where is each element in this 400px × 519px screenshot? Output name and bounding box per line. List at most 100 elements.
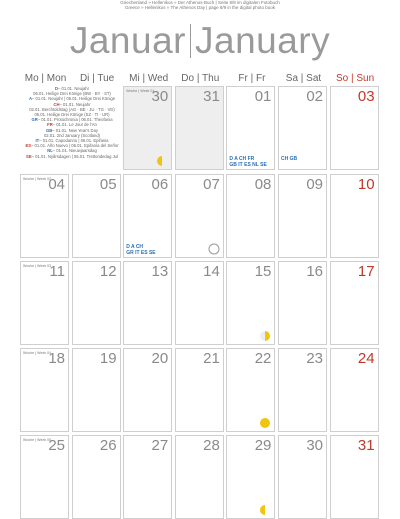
- holiday-text: – 01.01. New Year's Day: [52, 127, 98, 133]
- day-cell: 27: [123, 435, 173, 519]
- holiday-line: IT– 01.01. Capodanno | 06.01. Epifania: [22, 138, 122, 143]
- day-cell: 22: [226, 348, 276, 432]
- weekday: Sa | Sat: [285, 73, 322, 84]
- day-number: 13: [151, 263, 169, 280]
- holiday-code-line: D A CH: [126, 244, 144, 250]
- day-cell: 14: [174, 261, 224, 345]
- holiday-text: 02.01. Berchtoldstag (AG · BE · JU · TG …: [29, 106, 115, 112]
- week-label: Woche | Week 03: [23, 264, 52, 268]
- day-cell: 31: [329, 435, 379, 519]
- holiday-text: 02.01. 2nd January (Scotland): [43, 132, 101, 138]
- day-number: 04: [48, 176, 65, 193]
- weekday: Do | Thu: [181, 73, 220, 84]
- weekday: So | Sun: [336, 73, 375, 84]
- day-cell: 19: [71, 348, 121, 432]
- day-number: 07: [203, 176, 220, 193]
- day-number: 24: [357, 350, 375, 367]
- week-label: Woche | Week 01: [126, 89, 155, 93]
- day-cell: 01 D A CH FR GB IT ES NL SE: [226, 86, 276, 170]
- day-number: 23: [306, 350, 323, 367]
- holiday-line: GB– 01.01. New Year's Day: [22, 128, 122, 133]
- day-cell: 30: [278, 435, 327, 519]
- day-number: 16: [306, 263, 323, 280]
- day-cell: Woche | Week 03 11: [20, 261, 69, 345]
- holiday-country: D: [55, 86, 59, 91]
- day-number: 21: [203, 350, 220, 367]
- holiday-code-line: GR IT ES SE: [126, 249, 156, 256]
- holiday-text: – 01.01. Nieuwjaarsdag: [52, 148, 97, 154]
- day-number: 12: [99, 263, 117, 280]
- holiday-country: SE: [26, 153, 32, 159]
- holiday-line: ES– 01.01. Año Nuevo | 06.01. Epifanía d…: [22, 143, 122, 148]
- moon-phase: [157, 156, 163, 166]
- holiday-codes: D A CH FR GB IT ES NL SE: [229, 156, 267, 168]
- day-cell: 29: [226, 435, 276, 519]
- day-number: 17: [357, 263, 375, 280]
- day-number: 31: [203, 88, 220, 105]
- day-cell: 23: [278, 348, 327, 432]
- day-cell: 20: [123, 348, 173, 432]
- holiday-country: GR: [31, 117, 38, 123]
- day-number: 15: [254, 263, 272, 280]
- holiday-text: – 01.01. Neujahr: [59, 101, 91, 107]
- day-cell: 05: [71, 174, 121, 258]
- holiday-text: – 01.01. Neujahr: [58, 86, 89, 91]
- day-number: 03: [357, 88, 375, 105]
- day-cell: 26: [71, 435, 121, 519]
- header-line: Griechenland » Hellenikos » Der Athenos-…: [120, 0, 280, 5]
- day-cell: 21: [174, 348, 224, 432]
- title-en: January: [195, 20, 331, 61]
- title-de: Januar: [69, 20, 186, 61]
- day-cell: Woche | Week 02 04: [20, 174, 69, 258]
- day-cell: 16: [278, 261, 327, 345]
- day-cell: Woche | Week 05 25: [20, 435, 69, 519]
- holiday-line: 06.01. Heilige Drei Könige (SZ · TI · UR…: [22, 112, 122, 117]
- holiday-codes: D A CH GR IT ES SE: [126, 244, 156, 256]
- day-number: 11: [49, 263, 65, 280]
- holiday-country: A: [28, 96, 32, 102]
- week-label: Woche | Week 05: [23, 438, 52, 442]
- day-cell: Woche | Week 04 18: [20, 348, 69, 432]
- day-number: 29: [254, 437, 272, 454]
- day-number: 31: [357, 437, 375, 454]
- holiday-line: A– 01.01. Neujahr | 06.01. Heilige Drei …: [22, 96, 122, 101]
- holiday-country: FR: [47, 122, 53, 128]
- weekday: Mo | Mon: [24, 73, 67, 84]
- day-number: 01: [254, 88, 272, 105]
- weekday: Di | Tue: [79, 73, 115, 84]
- holiday-line: 02.01. Berchtoldstag (AG · BE · JU · TG …: [22, 107, 122, 112]
- holiday-country: CH: [53, 101, 60, 107]
- day-cell: 02 CH GB: [278, 86, 327, 170]
- holiday-text: – 01.01. Neujahr | 06.01. Heilige Drei K…: [32, 96, 116, 102]
- moon-phase: [260, 505, 266, 515]
- holidays: D– 01.01. Neujahr 06.01. Heilige Drei Kön…: [22, 86, 122, 159]
- holiday-text: 06.01. Heilige Drei Könige (BW · BY · ST…: [33, 91, 111, 97]
- holiday-text: – 01.01. Protochronia | 06.01. Theofania: [37, 117, 113, 123]
- day-cell: 15: [226, 261, 276, 345]
- day-cell: 31: [174, 86, 224, 170]
- holiday-text: – 01.01. Nyårsdagen | 06.01. Trettondeda…: [31, 153, 118, 159]
- holiday-code-line: D A CH FR: [229, 156, 255, 162]
- day-number: 30: [151, 88, 169, 105]
- day-number: 19: [99, 350, 117, 367]
- title-separator: [190, 24, 191, 58]
- holiday-country: ES: [25, 143, 32, 149]
- holiday-line: 06.01. Heilige Drei Könige (BW · BY · ST…: [22, 91, 122, 96]
- holiday-line: CH– 01.01. Neujahr: [22, 102, 122, 107]
- moon-phase: [260, 331, 271, 341]
- moon-phase: [260, 418, 271, 428]
- day-number: 26: [99, 437, 117, 454]
- holiday-country: GB: [45, 127, 53, 133]
- day-number: 18: [48, 350, 65, 367]
- day-cell: 28: [174, 435, 224, 519]
- weekday: Mi | Wed: [129, 73, 169, 84]
- day-number: 06: [151, 176, 169, 193]
- week-label: Woche | Week 04: [23, 351, 52, 355]
- holiday-country: IT: [35, 138, 40, 144]
- day-cell: 24: [329, 348, 379, 432]
- day-cell: 03: [329, 86, 379, 170]
- holiday-code-line: GB IT ES NL SE: [229, 161, 267, 168]
- day-cell: Woche | Week 01 30: [123, 86, 173, 170]
- holiday-code-line: CH GB: [281, 156, 298, 162]
